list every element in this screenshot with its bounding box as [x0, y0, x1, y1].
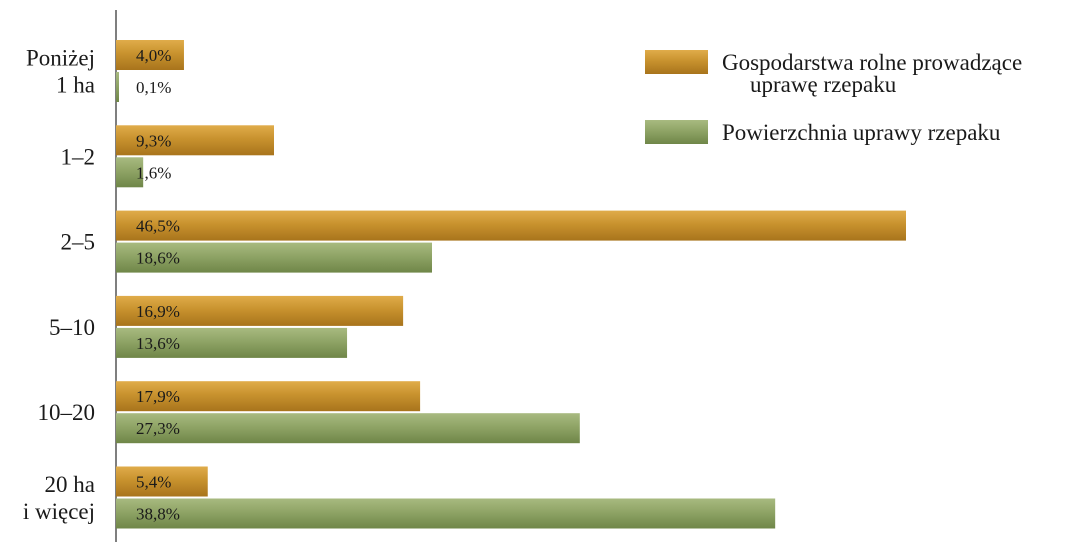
category-label: 5–10: [49, 315, 95, 340]
value-label: 9,3%: [136, 131, 171, 150]
value-label: 46,5%: [136, 217, 180, 236]
value-label: 18,6%: [136, 249, 180, 268]
category-label-line: Poniżej: [26, 46, 95, 71]
value-label: 17,9%: [136, 387, 180, 406]
bar-area: [116, 242, 432, 273]
bar-farms: [116, 40, 184, 70]
bar-area: [116, 327, 348, 358]
category-label-line: i więcej: [23, 499, 95, 524]
category-label: 10–20: [38, 400, 96, 425]
value-label: 4,0%: [136, 46, 171, 65]
category-label-line: 20 ha: [45, 472, 95, 497]
value-label: 16,9%: [136, 302, 180, 321]
category-label-line: 5–10: [49, 315, 95, 340]
value-label: 27,3%: [136, 419, 180, 438]
category-label-line: 10–20: [38, 400, 96, 425]
value-label: 1,6%: [136, 163, 171, 182]
plot-area: Poniżej 1 ha 4,0% 0,1% 1–2 9,3% 1,6% 2–5 46,5% 18…: [23, 10, 906, 542]
bar-farms: [116, 466, 208, 497]
legend-label-area: Powierzchnia uprawy rzepaku: [722, 120, 1001, 145]
category-label: 2–5: [61, 230, 96, 255]
category-label: 1–2: [61, 144, 96, 169]
value-label: 5,4%: [136, 473, 171, 492]
category-label: 20 ha i więcej: [23, 472, 95, 524]
legend-label-line: Gospodarstwa rolne prowadzące: [722, 50, 1022, 75]
bar-farms: [116, 295, 404, 326]
bar-farms: [116, 210, 906, 241]
legend-label-line: uprawę rzepaku: [750, 72, 897, 97]
bar-area: [116, 157, 144, 188]
legend-label-line: Powierzchnia uprawy rzepaku: [722, 120, 1001, 145]
category-label-line: 2–5: [61, 230, 96, 255]
bar-farms: [116, 125, 274, 156]
value-label: 13,6%: [136, 334, 180, 353]
legend: Gospodarstwa rolne prowadzące uprawę rzep…: [645, 50, 1022, 145]
bar-area: [116, 498, 776, 529]
legend-swatch-area: [645, 120, 708, 144]
bar-area: [116, 72, 119, 102]
bar-area: [116, 413, 580, 444]
legend-label-farms: Gospodarstwa rolne prowadzące uprawę rzep…: [722, 50, 1022, 97]
category-label: Poniżej 1 ha: [26, 46, 95, 98]
category-label-line: 1 ha: [56, 73, 95, 98]
legend-swatch-farms: [645, 50, 708, 74]
bar-farms: [116, 381, 421, 412]
value-label: 38,8%: [136, 505, 180, 524]
value-label: 0,1%: [136, 78, 171, 97]
category-label-line: 1–2: [61, 144, 96, 169]
